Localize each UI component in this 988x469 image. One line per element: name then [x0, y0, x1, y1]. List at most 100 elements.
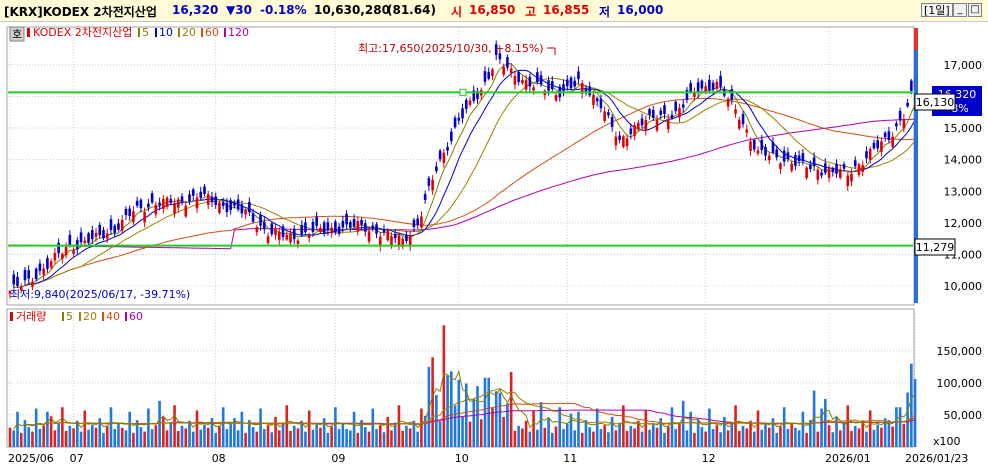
volume-bar [513, 430, 517, 447]
candle-body [588, 86, 591, 96]
stock-chart[interactable]: 10,00011,00012,00013,00014,00015,00016,0… [0, 22, 988, 469]
candle-body [577, 71, 580, 80]
candle-body [199, 191, 203, 198]
volume-bar [640, 431, 644, 447]
candle-body [464, 99, 468, 109]
horizontal-line-handle[interactable] [459, 88, 467, 96]
volume-bar [592, 431, 595, 447]
period-selector[interactable]: [1일] [921, 3, 953, 17]
volume-bar [94, 427, 98, 447]
candle-body [337, 226, 341, 234]
candle-body [195, 197, 199, 209]
candle-body [491, 69, 494, 77]
volume-bar [154, 425, 158, 447]
volume-bar [760, 429, 764, 447]
legend-ma120: 120 [228, 26, 249, 39]
volume-bar [580, 432, 584, 447]
candle-body [719, 75, 722, 87]
legend-candle-swatch [27, 28, 30, 37]
candle-body [891, 136, 894, 147]
candle-body [861, 165, 865, 172]
volume-bar [72, 428, 75, 447]
volume-bar [711, 429, 715, 447]
candle-body [663, 105, 666, 114]
volume-bar [629, 425, 633, 447]
candle-body [367, 231, 371, 242]
volume-bar [102, 432, 105, 447]
volume-tick-label: 100,000 [937, 377, 983, 390]
volume-bar [438, 421, 442, 447]
minimize-icon[interactable]: _ [953, 3, 967, 17]
candle-body [797, 155, 801, 162]
maximize-icon[interactable]: □ [968, 3, 982, 17]
price-tick-label: 15,000 [944, 122, 983, 135]
legend-ma10-swatch [155, 28, 157, 37]
candle-body [468, 100, 472, 105]
volume-bar [330, 426, 333, 447]
candle-body [696, 82, 700, 93]
volume-bar [831, 432, 835, 447]
volume-bar [423, 415, 427, 447]
candle-body [883, 132, 887, 137]
x-tick-label: 09 [331, 452, 345, 465]
volume-bar [16, 411, 19, 447]
volume-bar [345, 429, 348, 447]
candle-body [726, 98, 730, 107]
volume-bar [206, 427, 210, 447]
volume-bar [681, 400, 685, 447]
candle-body [307, 235, 311, 238]
ma120-path [10, 118, 916, 250]
volume-bar [225, 429, 229, 447]
volume-bar [356, 432, 360, 447]
volume-bar [730, 422, 734, 447]
low-line-price-box [914, 238, 956, 256]
volume-bar [233, 418, 236, 447]
volume-bar [573, 430, 577, 447]
volume-bar [902, 423, 906, 447]
volume-bar [539, 402, 543, 447]
candle-body [562, 84, 565, 92]
volume-bar [371, 408, 375, 447]
quote-header: [KRX]KODEX 2차전지산업 16,320 ▼30 -0.18% 10,6… [0, 0, 988, 22]
volume-bar [173, 405, 176, 447]
volume-bar [610, 416, 614, 447]
candle-body [651, 109, 655, 118]
candle-body [457, 117, 461, 121]
side-button[interactable] [9, 26, 25, 42]
candle-body [610, 116, 614, 128]
candle-body [461, 108, 464, 119]
candle-body [565, 79, 569, 87]
candle-body [102, 229, 105, 239]
candle-body [532, 87, 535, 91]
volume-bar [386, 416, 390, 447]
volume-bar [285, 405, 289, 447]
volume-bar [23, 420, 27, 447]
candle-body [779, 163, 782, 170]
volume-bar [577, 411, 580, 447]
open-price: 16,850 [469, 3, 516, 17]
candle-body [162, 198, 165, 209]
candle-body [173, 203, 176, 214]
candle-body [786, 152, 790, 160]
volume-bar [603, 425, 606, 447]
x-tick-label: 11 [563, 452, 577, 465]
cross-price-box-value: 16,130 [916, 96, 955, 109]
candle-body [809, 164, 812, 170]
volume-bar [464, 383, 468, 447]
x-tick-label: 2026/01 [825, 452, 871, 465]
candle-body [72, 250, 75, 254]
price-change: ▼30 [226, 3, 252, 17]
horizontal-lines[interactable] [8, 88, 913, 247]
candle-body [835, 163, 838, 174]
candle-body [633, 125, 636, 136]
volume-bar [199, 429, 203, 447]
candle-body [259, 215, 262, 226]
candle-body [360, 219, 363, 225]
x-tick-label: 2025/06 [8, 452, 54, 465]
volume-bar [502, 417, 505, 447]
candle-body [827, 168, 831, 178]
legend-price-name: KODEX 2차전지산업 [33, 26, 132, 39]
volume-bar [838, 430, 842, 447]
candle-body [83, 240, 87, 244]
candle-body [285, 234, 289, 240]
